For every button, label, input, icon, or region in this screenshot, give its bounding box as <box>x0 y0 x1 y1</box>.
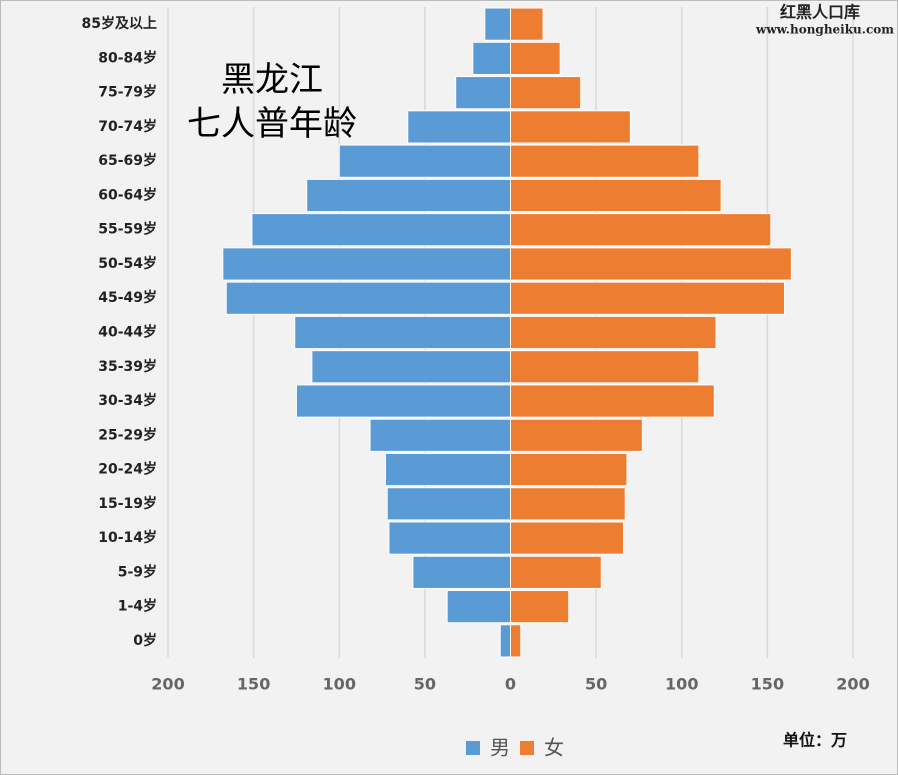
x-tick-label: 50 <box>585 675 607 694</box>
x-tick-label: 0 <box>505 675 516 694</box>
y-tick-label: 60-64岁 <box>98 186 157 203</box>
legend-label: 男 <box>490 736 510 760</box>
bar <box>510 452 628 487</box>
y-tick-label: 25-29岁 <box>98 426 157 443</box>
bar <box>388 521 512 555</box>
y-tick-label: 5-9岁 <box>118 563 157 580</box>
y-tick-label: 20-24岁 <box>98 461 157 478</box>
bar <box>472 41 512 75</box>
unit: 单位：万 <box>783 731 847 750</box>
bar <box>510 7 544 41</box>
bar <box>311 350 511 384</box>
y-tick-label: 80-84岁 <box>98 49 157 66</box>
x-tick-label: 100 <box>665 675 698 694</box>
bar <box>510 521 625 555</box>
bars <box>222 7 792 658</box>
x-tick-label: 50 <box>414 675 436 694</box>
chart-title: 黑龙江 <box>221 60 323 100</box>
bar <box>510 384 715 418</box>
bar <box>455 76 512 110</box>
bar <box>384 452 511 487</box>
bar <box>510 624 522 658</box>
y-tick-label: 35-39岁 <box>98 358 157 375</box>
bar <box>510 418 643 452</box>
y-tick-label: 0岁 <box>133 632 157 649</box>
y-tick-label: 45-49岁 <box>98 289 157 306</box>
y-tick-label: 85岁及以上 <box>82 15 157 32</box>
x-tick-label: 200 <box>836 675 869 694</box>
chart-title: 七人普年龄 <box>187 104 357 144</box>
bar <box>510 590 570 624</box>
source: 红黑人口库 <box>780 3 860 22</box>
bar <box>294 315 511 350</box>
y-tick-label: 65-69岁 <box>98 152 157 169</box>
bar <box>222 247 512 281</box>
bar <box>510 350 700 384</box>
y-tick-label: 10-14岁 <box>98 529 157 546</box>
bar <box>510 281 785 315</box>
y-tick-label: 40-44岁 <box>98 324 157 341</box>
y-tick-label: 75-79岁 <box>98 84 157 101</box>
bar <box>446 590 512 624</box>
y-tick-label: 30-34岁 <box>98 392 157 409</box>
bar <box>510 110 631 144</box>
source-url: www.hongheiku.com <box>755 23 894 37</box>
x-tick-label: 100 <box>323 675 356 694</box>
legend-swatch <box>520 741 534 755</box>
bar <box>338 144 511 178</box>
bar <box>510 213 772 247</box>
y-tick-label: 50-54岁 <box>98 255 157 272</box>
bar <box>510 76 582 110</box>
y-tick-label: 55-59岁 <box>98 221 157 238</box>
bar <box>407 110 511 144</box>
y-tick-label: 70-74岁 <box>98 118 157 135</box>
bar <box>295 384 511 418</box>
bar <box>225 281 511 315</box>
bar <box>510 555 602 589</box>
y-tick-label: 1-4岁 <box>118 598 157 615</box>
bar <box>510 247 792 281</box>
x-tick-label: 200 <box>151 675 184 694</box>
bar <box>369 418 512 452</box>
legend-swatch <box>466 741 480 755</box>
bar <box>306 178 511 213</box>
bar <box>510 144 700 178</box>
x-tick-label: 150 <box>751 675 784 694</box>
bar <box>412 555 512 589</box>
bar <box>510 41 561 75</box>
bar <box>510 178 722 213</box>
bar <box>499 624 512 658</box>
y-tick-label: 15-19岁 <box>98 495 157 512</box>
bar <box>484 7 511 41</box>
bar <box>510 315 717 350</box>
x-tick-label: 150 <box>237 675 270 694</box>
legend-label: 女 <box>544 736 564 760</box>
bar <box>510 487 626 521</box>
bar <box>251 213 511 247</box>
bar <box>386 487 512 521</box>
